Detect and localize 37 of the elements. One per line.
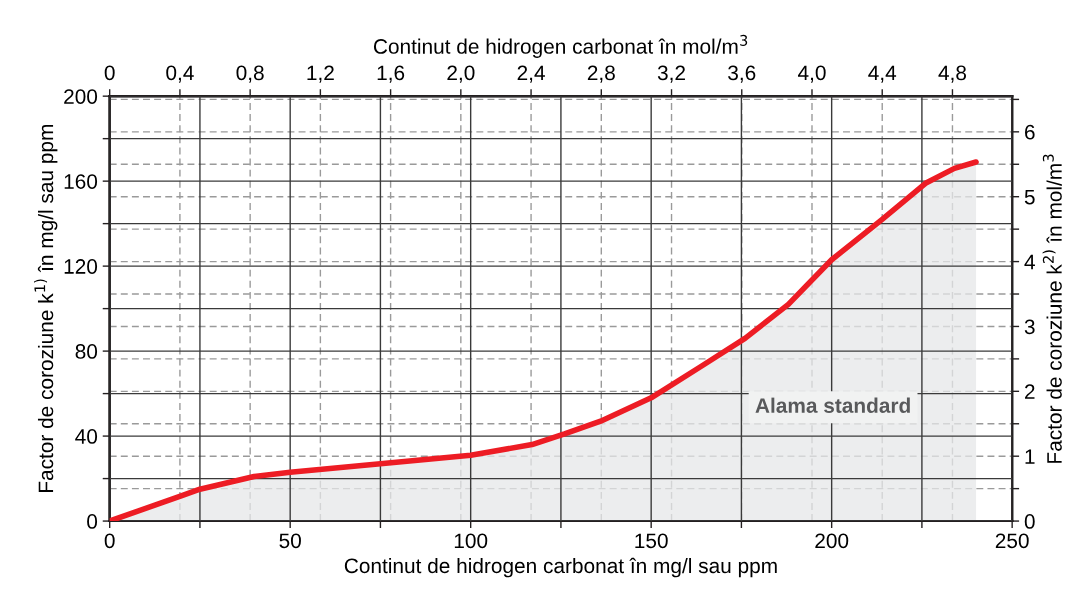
- y2-axis-title: Factor de coroziune k$^{2)}$ în mol/m$^{3}$: [1042, 154, 1062, 463]
- y-tick-label: 120: [64, 259, 98, 274]
- x-tick-label: 50: [279, 533, 301, 549]
- annotation: Alama standard: [755, 397, 910, 413]
- x2-tick-label: 2,0: [447, 65, 475, 83]
- y-tick-label: 80: [75, 344, 98, 359]
- y2-tick-label: 3: [1024, 319, 1035, 335]
- y-tick-label: 40: [75, 429, 98, 444]
- x-axis-title: Continut de hidrogen carbonat în mg/l sau ppm: [344, 557, 777, 578]
- x2-tick-label: 3,6: [728, 65, 756, 83]
- x2-tick-label: 3,2: [657, 65, 685, 83]
- y-tick-label: 0: [87, 514, 98, 529]
- x2-tick-label: 2,4: [517, 65, 545, 83]
- x-tick-label: 200: [815, 533, 849, 549]
- x-tick-label: 100: [454, 533, 488, 549]
- x-tick-label: 250: [995, 533, 1029, 549]
- y2-tick-label: 5: [1024, 189, 1035, 205]
- x-tick-label: 150: [635, 533, 668, 549]
- y-tick-label: 200: [64, 89, 98, 104]
- x2-tick-label: 4,4: [868, 65, 897, 83]
- x2-tick-label: 4,0: [797, 65, 826, 83]
- x2-tick-label: 0,8: [236, 65, 264, 83]
- x-tick-label: 0: [104, 533, 115, 549]
- y-axis-title: Factor de coroziune k$^{1)}$ în mg/l sau ppm: [34, 125, 58, 493]
- y2-tick-label: 2: [1025, 384, 1035, 399]
- x2-tick-label: 0,4: [166, 65, 194, 83]
- x2-tick-label: 0: [104, 65, 115, 81]
- y2-tick-label: 4: [1024, 254, 1035, 270]
- y2-tick-label: 0: [1024, 514, 1035, 529]
- y2-tick-label: 6: [1025, 124, 1035, 140]
- x2-tick-label: 1,2: [307, 65, 334, 83]
- x2-tick-label: 4,8: [938, 65, 967, 83]
- x2-tick-label: 1,6: [377, 65, 405, 83]
- y-tick-label: 160: [64, 174, 98, 189]
- x2-axis-title: Continut de hidrogen carbonat în mol/m$^{3}$: [373, 34, 748, 58]
- x2-tick-label: 2,8: [587, 65, 615, 83]
- y2-tick-label: 1: [1025, 449, 1035, 464]
